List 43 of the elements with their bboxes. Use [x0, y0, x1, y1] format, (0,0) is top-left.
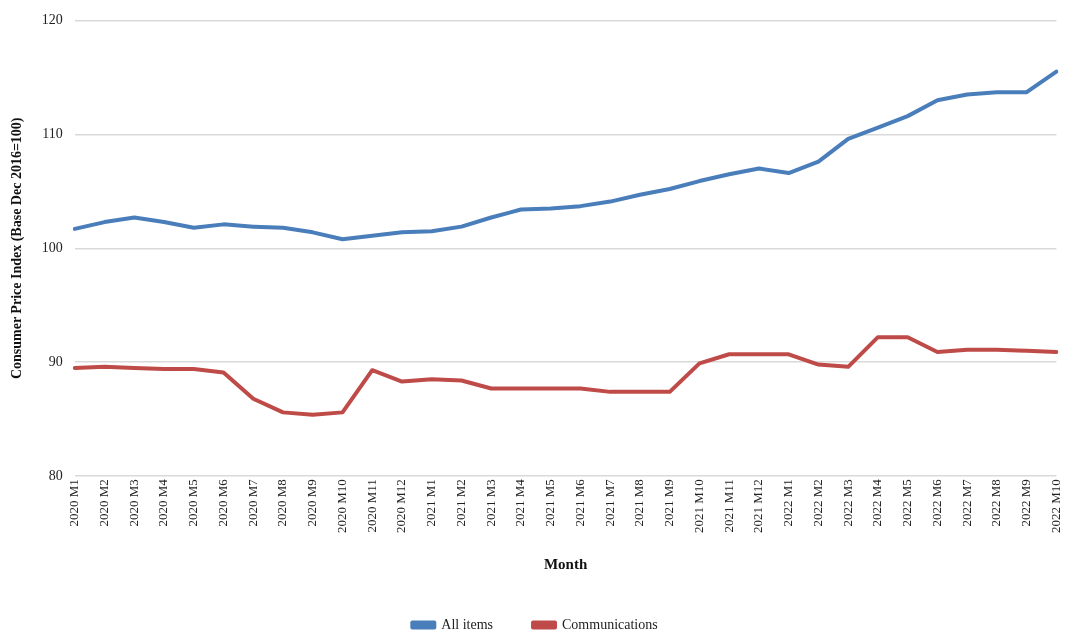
x-tick-label: 2020 M6	[214, 478, 230, 527]
x-tick-label: 2021 M11	[720, 479, 736, 533]
x-tick-label: 2020 M8	[274, 479, 290, 527]
x-tick-label: 2021 M6	[571, 478, 587, 527]
x-tick-label: 2021 M4	[512, 478, 528, 527]
x-tick-label: 2021 M7	[601, 478, 617, 527]
x-tick-label: 2022 M7	[958, 478, 974, 527]
x-tick-label: 2022 M5	[899, 479, 915, 527]
y-tick-label: 110	[42, 126, 63, 142]
x-tick-label: 2022 M3	[839, 479, 855, 527]
x-tick-label: 2022 M9	[1018, 479, 1034, 527]
x-axis-title: Month	[543, 555, 588, 572]
x-tick-label: 2021 M3	[482, 479, 498, 527]
x-tick-label: 2020 M2	[95, 479, 111, 527]
x-tick-label: 2022 M1	[780, 479, 796, 527]
x-tick-label: 2020 M9	[304, 479, 320, 527]
x-tick-label: 2021 M1	[423, 479, 439, 527]
x-tick-label: 2020 M11	[363, 479, 379, 533]
x-tick-label: 2022 M2	[809, 479, 825, 527]
x-tick-label: 2020 M1	[66, 479, 82, 527]
x-tick-label: 2020 M4	[155, 478, 171, 527]
x-tick-label: 2021 M9	[661, 479, 677, 527]
legend-label: All items	[441, 616, 494, 632]
x-tick-label: 2020 M7	[244, 478, 260, 527]
x-tick-label: 2021 M5	[542, 479, 558, 527]
x-tick-label: 2021 M8	[631, 479, 647, 527]
y-tick-label: 100	[41, 239, 63, 255]
y-tick-label: 120	[41, 12, 63, 28]
x-tick-label: 2021 M2	[452, 479, 468, 527]
y-axis-title: Consumer Price Index (Base Dec 2016=100)	[9, 117, 26, 380]
x-tick-label: 2022 M8	[988, 479, 1004, 527]
x-tick-label: 2022 M6	[928, 478, 944, 527]
x-tick-label: 2020 M12	[393, 479, 409, 533]
x-tick-label: 2020 M5	[185, 479, 201, 527]
x-tick-label: 2020 M10	[333, 479, 349, 533]
x-tick-label: 2020 M3	[125, 479, 141, 527]
x-tick-label: 2021 M12	[750, 479, 766, 533]
y-tick-label: 80	[48, 467, 63, 483]
x-tick-label: 2021 M10	[690, 479, 706, 533]
x-tick-label: 2022 M10	[1047, 479, 1063, 533]
x-tick-label: 2022 M4	[869, 478, 885, 527]
legend-label: Communications	[562, 616, 658, 632]
y-tick-label: 90	[48, 353, 63, 369]
